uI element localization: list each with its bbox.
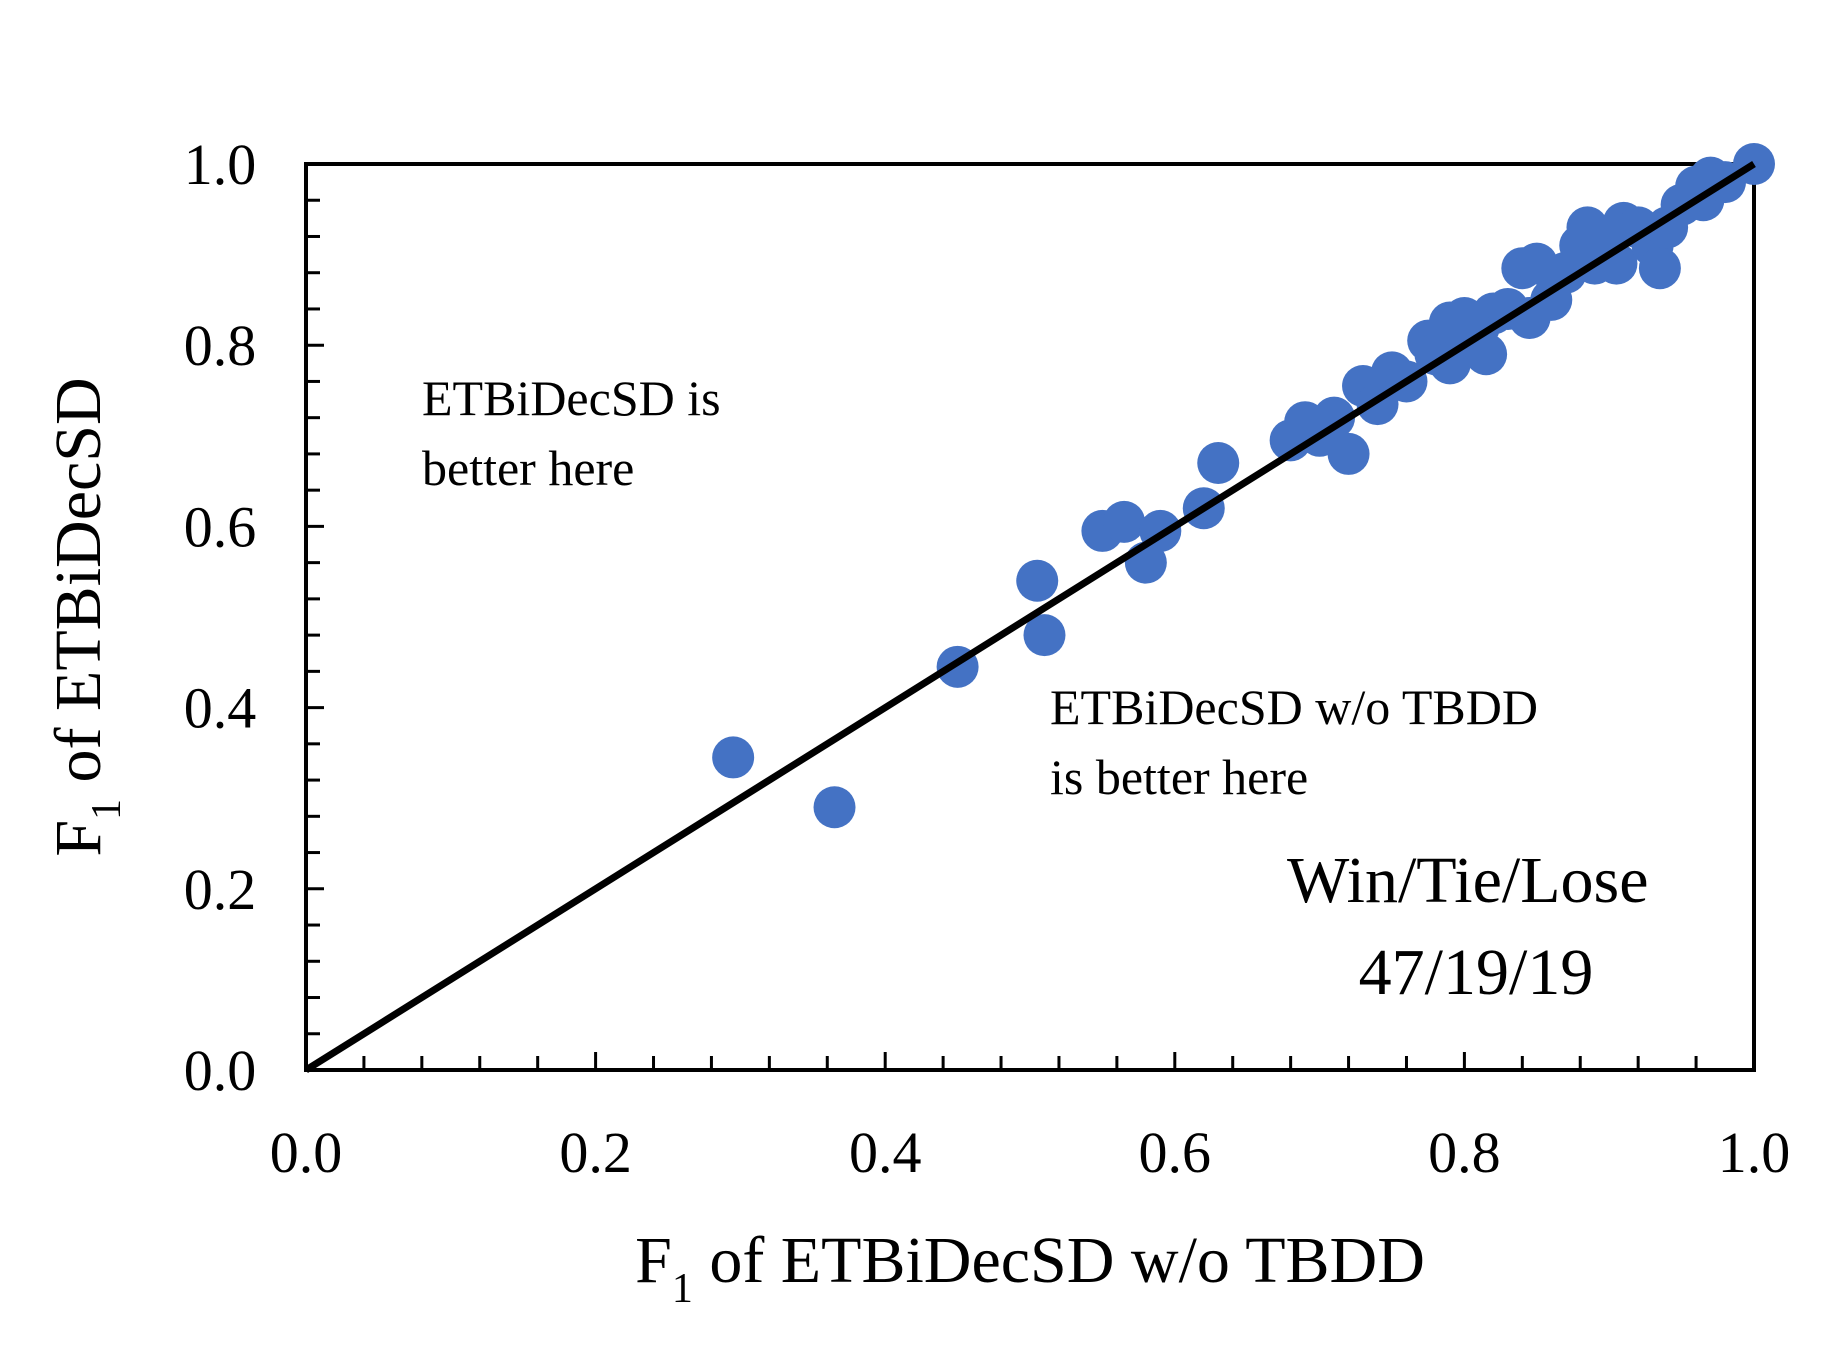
x-tick-label: 1.0 [1718, 1120, 1791, 1185]
y-tick-label: 0.4 [184, 676, 257, 741]
data-point [1023, 614, 1066, 657]
annotation-upper-left: ETBiDecSD is better here [422, 370, 733, 496]
data-point [813, 786, 856, 829]
y-axis-title-suffix: of ETBiDecSD [42, 377, 115, 799]
data-point [1103, 500, 1146, 543]
y-axis-title-subscript: 1 [84, 799, 130, 820]
x-tick-label: 0.4 [849, 1120, 922, 1185]
annotation-lower-right: ETBiDecSD w/o TBDD is better here [1050, 679, 1550, 805]
y-axis-title-prefix: F [42, 820, 115, 857]
y-tick-label: 0.0 [184, 1038, 257, 1103]
data-point [1016, 559, 1059, 602]
x-axis-tick-labels: 0.0 0.2 0.4 0.6 0.8 1.0 [270, 1120, 1791, 1185]
plot-frame [304, 162, 1756, 1072]
x-axis-title: F1 of ETBiDecSD w/o TBDD [635, 1224, 1425, 1312]
data-point [1638, 247, 1681, 290]
data-point [1327, 432, 1370, 475]
win-tie-lose-label: Win/Tie/Lose [1287, 844, 1649, 917]
annotation-upper-left-line-1: ETBiDecSD is [422, 370, 721, 426]
annotation-lower-right-line-2: is better here [1050, 749, 1308, 805]
win-tie-lose-counts: 47/19/19 [1359, 936, 1594, 1009]
win-tie-lose-annotation: Win/Tie/Lose 47/19/19 [1287, 844, 1665, 1009]
y-tick-label: 0.6 [184, 494, 257, 559]
y-tick-label: 0.2 [184, 857, 257, 922]
x-tick-label: 0.0 [270, 1120, 343, 1185]
x-axis-title-suffix: of ETBiDecSD w/o TBDD [693, 1224, 1425, 1297]
annotation-upper-left-line-2: better here [422, 440, 634, 496]
y-axis-tick-labels: 0.0 0.2 0.4 0.6 0.8 1.0 [184, 132, 257, 1103]
annotation-lower-right-line-1: ETBiDecSD w/o TBDD [1050, 679, 1538, 735]
x-axis-title-prefix: F [635, 1224, 672, 1297]
y-axis-ticks [306, 162, 324, 1072]
y-tick-label: 0.8 [184, 313, 257, 378]
x-tick-label: 0.6 [1139, 1120, 1212, 1185]
x-axis-ticks [304, 1052, 1756, 1070]
diagonal-reference-line [304, 161, 1756, 1073]
x-tick-label: 0.2 [559, 1120, 632, 1185]
y-axis-title: F1 of ETBiDecSD [42, 377, 130, 856]
data-point [1313, 396, 1356, 439]
y-tick-label: 1.0 [184, 132, 257, 197]
data-point [1197, 441, 1240, 484]
x-tick-label: 0.8 [1428, 1120, 1501, 1185]
x-axis-title-subscript: 1 [672, 1266, 693, 1312]
data-point [712, 736, 755, 779]
data-point [1465, 333, 1508, 376]
